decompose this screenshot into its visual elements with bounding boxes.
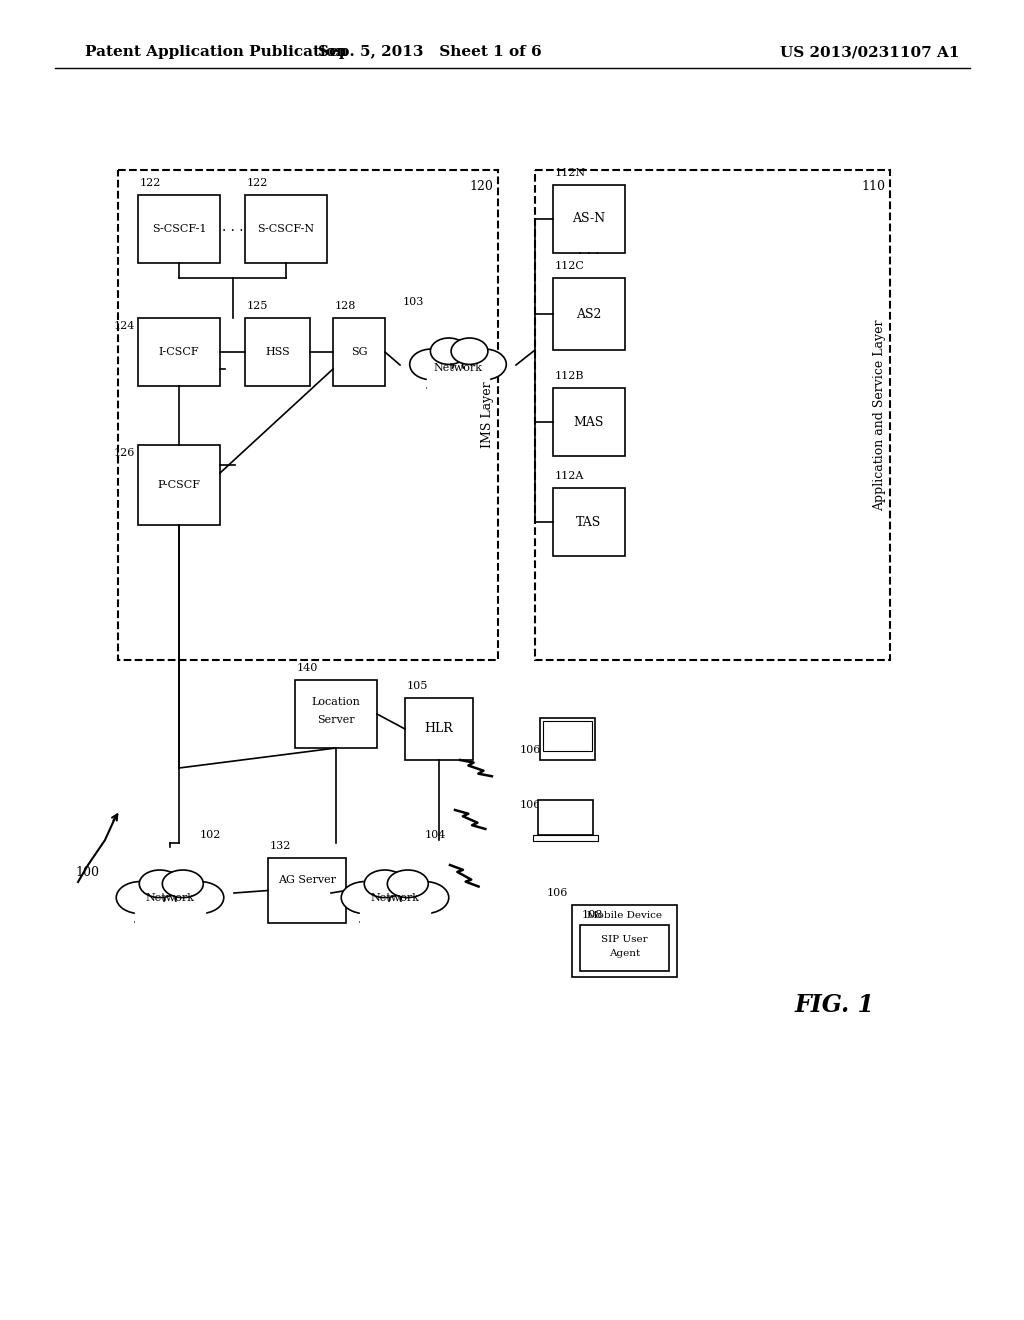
Text: 106: 106 [547,888,568,898]
Ellipse shape [359,873,430,913]
FancyBboxPatch shape [553,488,625,556]
Text: P-CSCF: P-CSCF [158,480,201,490]
Text: S-CSCF-1: S-CSCF-1 [152,224,206,234]
Text: AS2: AS2 [577,308,602,321]
Ellipse shape [463,348,506,380]
Text: 104: 104 [425,830,446,840]
Text: SIP User: SIP User [601,935,648,944]
FancyBboxPatch shape [572,906,677,977]
FancyBboxPatch shape [580,925,669,972]
Text: Server: Server [317,715,354,725]
Text: 108: 108 [582,909,603,920]
Ellipse shape [135,873,205,913]
Ellipse shape [452,338,487,364]
Text: 122: 122 [140,178,162,187]
Text: 106: 106 [520,744,542,755]
Text: Agent: Agent [609,949,640,957]
FancyBboxPatch shape [553,388,625,455]
Text: HLR: HLR [425,722,454,735]
Ellipse shape [117,882,165,913]
Ellipse shape [365,870,406,898]
Ellipse shape [410,348,454,380]
Text: 105: 105 [407,681,428,690]
FancyBboxPatch shape [295,680,377,748]
Text: 124: 124 [114,321,135,331]
Text: Network: Network [371,894,420,903]
Text: 102: 102 [200,830,221,840]
FancyBboxPatch shape [543,721,592,751]
Text: Network: Network [433,363,482,374]
Text: 100: 100 [75,866,99,879]
Ellipse shape [430,338,467,364]
FancyBboxPatch shape [538,800,593,836]
Text: Network: Network [145,894,195,903]
FancyBboxPatch shape [245,318,310,385]
Text: Patent Application Publication: Patent Application Publication [85,45,347,59]
FancyBboxPatch shape [138,318,220,385]
FancyBboxPatch shape [135,902,205,923]
Text: 140: 140 [297,663,318,673]
FancyBboxPatch shape [360,902,429,923]
Ellipse shape [163,870,204,898]
Text: 120: 120 [469,180,493,193]
Text: TAS: TAS [577,516,602,528]
FancyBboxPatch shape [534,836,598,841]
Text: AG Server: AG Server [278,875,336,884]
Text: MAS: MAS [573,416,604,429]
Ellipse shape [341,882,390,913]
Text: 126: 126 [114,447,135,458]
Ellipse shape [426,341,489,380]
FancyBboxPatch shape [333,318,385,385]
Text: 110: 110 [861,180,885,193]
FancyBboxPatch shape [245,195,327,263]
FancyBboxPatch shape [268,858,346,923]
Text: 112B: 112B [555,371,585,381]
FancyBboxPatch shape [553,185,625,253]
FancyBboxPatch shape [553,279,625,350]
Text: Mobile Device: Mobile Device [587,911,662,920]
Text: 122: 122 [247,178,268,187]
Text: 112C: 112C [555,261,585,271]
Ellipse shape [139,870,180,898]
Text: SG: SG [351,347,368,356]
Ellipse shape [387,870,428,898]
FancyBboxPatch shape [540,718,595,760]
Text: Sep. 5, 2013   Sheet 1 of 6: Sep. 5, 2013 Sheet 1 of 6 [318,45,542,59]
FancyBboxPatch shape [427,368,489,388]
FancyBboxPatch shape [406,698,473,760]
Text: HSS: HSS [265,347,290,356]
Text: S-CSCF-N: S-CSCF-N [257,224,314,234]
Ellipse shape [175,882,224,913]
Text: AS-N: AS-N [572,213,605,226]
FancyBboxPatch shape [138,195,220,263]
Text: 128: 128 [335,301,356,312]
Text: Location: Location [311,697,360,708]
Text: 125: 125 [247,301,268,312]
FancyBboxPatch shape [138,445,220,525]
Text: US 2013/0231107 A1: US 2013/0231107 A1 [780,45,959,59]
Text: 106: 106 [520,800,542,810]
Text: Application and Service Layer: Application and Service Layer [873,319,887,511]
Text: I-CSCF: I-CSCF [159,347,200,356]
Text: 112A: 112A [555,471,585,480]
Text: . . .: . . . [222,220,244,234]
Text: 103: 103 [403,297,424,308]
Text: IMS Layer: IMS Layer [481,381,495,449]
Text: FIG. 1: FIG. 1 [795,993,874,1016]
Text: . . .: . . . [579,243,600,257]
Text: 132: 132 [270,841,292,851]
Text: 112N: 112N [555,168,586,178]
Ellipse shape [400,882,449,913]
